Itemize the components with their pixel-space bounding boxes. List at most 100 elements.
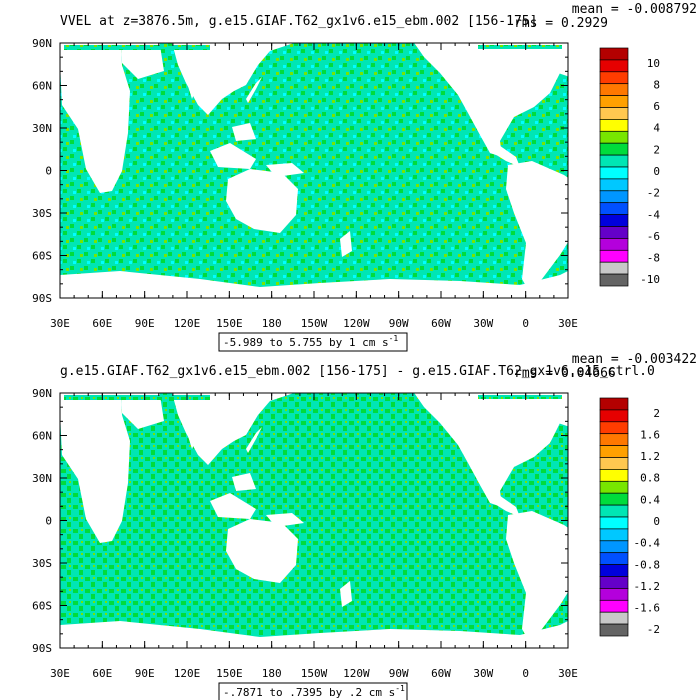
y-tick-label: 90N bbox=[32, 37, 52, 50]
range-box-frame bbox=[218, 682, 408, 700]
rms-label: rms = 0.2929 bbox=[514, 16, 608, 31]
colorbar-cell bbox=[599, 516, 629, 530]
mean-label: mean = -0.008792 bbox=[572, 2, 697, 17]
colorbar-label: 8 bbox=[653, 78, 660, 91]
chart-title: g.e15.GIAF.T62_gx1v6.e15_ebm.002 [156-17… bbox=[60, 364, 655, 379]
x-tick-label: 150W bbox=[301, 667, 328, 680]
contour-range-box: -.7871 to .7395 by .2 cm s-1 bbox=[218, 682, 408, 700]
colorbar-cell bbox=[599, 409, 629, 423]
colorbar-label: -8 bbox=[647, 252, 660, 265]
x-tick-label: 120W bbox=[343, 317, 370, 330]
colorbar-label: 2 bbox=[653, 407, 660, 420]
arctic-strip bbox=[478, 45, 562, 49]
y-tick-label: 30S bbox=[32, 557, 52, 570]
x-tick-label: 0 bbox=[522, 667, 529, 680]
y-tick-label: 0 bbox=[45, 165, 52, 178]
colorbar-cell bbox=[599, 492, 629, 506]
range-box-frame bbox=[218, 332, 408, 352]
colorbar-label: -1.2 bbox=[634, 580, 661, 593]
colorbar-label: 0 bbox=[653, 515, 660, 528]
y-tick-label: 90S bbox=[32, 642, 52, 655]
colorbar-label: -2 bbox=[647, 187, 660, 200]
colorbar-label: -10 bbox=[640, 273, 660, 286]
colorbar-cell bbox=[599, 588, 629, 601]
x-tick-label: 30E bbox=[50, 667, 70, 680]
colorbar-label: -0.8 bbox=[634, 558, 661, 571]
colorbar-cell bbox=[599, 421, 629, 435]
colorbar-cell bbox=[599, 433, 629, 446]
x-tick-label: 30E bbox=[558, 667, 578, 680]
colorbar-cell bbox=[599, 178, 629, 192]
range-unit-exponent: -1 bbox=[395, 684, 405, 693]
colorbar-cell bbox=[599, 397, 629, 411]
colorbar-cell bbox=[599, 238, 629, 251]
range-unit-exponent: -1 bbox=[389, 334, 399, 343]
y-tick-label: 90N bbox=[32, 387, 52, 400]
x-tick-label: 120E bbox=[174, 317, 201, 330]
colorbar: 2 1.6 1.2 0.8 0.4 0 -0.4 -0.8 -1.2 -1.6 -2 bbox=[599, 397, 661, 637]
colorbar-cell bbox=[599, 564, 629, 577]
chart-title: VVEL at z=3876.5m, g.e15.GIAF.T62_gx1v6.… bbox=[60, 14, 537, 29]
x-tick-label: 90E bbox=[135, 667, 155, 680]
range-label: -.7871 to .7395 by .2 cm s-1 bbox=[223, 684, 405, 699]
y-tick-label: 30N bbox=[32, 122, 52, 135]
colorbar-label: 6 bbox=[653, 100, 660, 113]
colorbar-cell bbox=[599, 249, 629, 263]
x-tick-label: 90W bbox=[389, 317, 409, 330]
colorbar-cell bbox=[599, 107, 629, 120]
colorbar-label: 1.2 bbox=[640, 450, 660, 463]
colorbar-label: 10 bbox=[647, 57, 660, 70]
colorbar-cell bbox=[599, 226, 629, 239]
colorbar-cell bbox=[599, 576, 629, 589]
y-tick-label: 30N bbox=[32, 472, 52, 485]
bottom-panel: 30E 60E 90E 120E 150E 180 150W 120W 90W 60W 30W 0 30… bbox=[32, 341, 697, 700]
colorbar-cell bbox=[599, 528, 629, 542]
top-panel: 30E 60E 90E 120E 150E 180 150W 120W 90W 60W 30W 0 30… bbox=[32, 0, 697, 352]
x-tick-label: 150E bbox=[216, 667, 243, 680]
arctic-strip bbox=[64, 45, 210, 50]
y-tick-label: 0 bbox=[45, 515, 52, 528]
contour-range-box: -5.989 to 5.755 by 1 cm s-1 bbox=[218, 332, 408, 352]
colorbar-cell bbox=[599, 154, 629, 168]
y-tick-label: 60N bbox=[32, 430, 52, 443]
y-tick-label: 60S bbox=[32, 600, 52, 613]
colorbar-cell bbox=[599, 166, 629, 180]
colorbar-cell bbox=[599, 59, 629, 73]
y-tick-label: 60S bbox=[32, 250, 52, 263]
colorbar-cell bbox=[599, 190, 629, 204]
y-tick-label: 90S bbox=[32, 292, 52, 305]
colorbar-cell bbox=[599, 504, 629, 518]
y-tick-label: 60N bbox=[32, 80, 52, 93]
x-tick-label: 180 bbox=[262, 667, 282, 680]
x-tick-label: 120W bbox=[343, 667, 370, 680]
colorbar-label: 0.8 bbox=[640, 472, 660, 485]
colorbar-label: 0.4 bbox=[640, 493, 660, 506]
colorbar-cell bbox=[599, 611, 629, 625]
x-tick-label: 30E bbox=[558, 317, 578, 330]
x-tick-label: 150W bbox=[301, 317, 328, 330]
x-tick-label: 60E bbox=[92, 317, 112, 330]
colorbar-cell bbox=[599, 457, 629, 470]
colorbar-cell bbox=[599, 599, 629, 613]
colorbar-cell bbox=[599, 552, 629, 565]
arctic-strip bbox=[478, 395, 562, 399]
colorbar-cell bbox=[599, 47, 629, 61]
x-tick-label: 30E bbox=[50, 317, 70, 330]
range-label: -5.989 to 5.755 by 1 cm s-1 bbox=[223, 334, 398, 349]
rms-label: rms = 0.04666 bbox=[514, 366, 616, 381]
colorbar-label: 1.6 bbox=[640, 428, 660, 441]
colorbar-cell bbox=[599, 214, 629, 227]
colorbar-cell bbox=[599, 480, 629, 494]
x-tick-label: 0 bbox=[522, 317, 529, 330]
x-tick-label: 180 bbox=[262, 317, 282, 330]
x-tick-label: 120E bbox=[174, 667, 201, 680]
colorbar-label: -4 bbox=[647, 208, 661, 221]
colorbar-cell bbox=[599, 142, 629, 156]
mean-label: mean = -0.003422 bbox=[572, 352, 697, 367]
colorbar-label: 0 bbox=[653, 165, 660, 178]
colorbar-label: 2 bbox=[653, 143, 660, 156]
colorbar-label: -2 bbox=[647, 623, 660, 636]
colorbar-cell bbox=[599, 71, 629, 85]
colorbar-cell bbox=[599, 445, 629, 458]
